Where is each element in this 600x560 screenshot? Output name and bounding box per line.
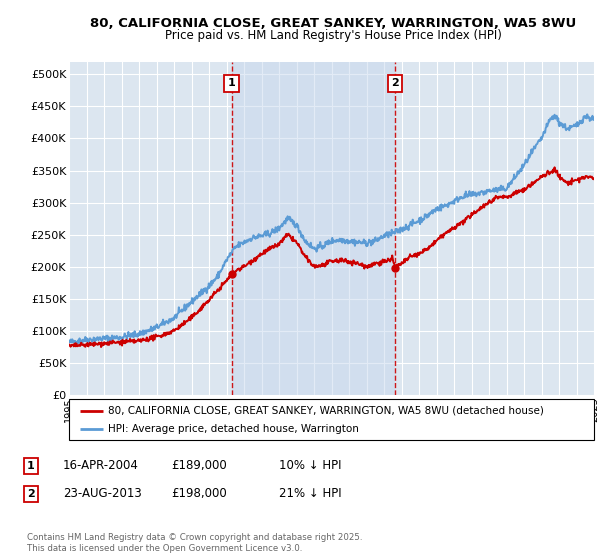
Text: HPI: Average price, detached house, Warrington: HPI: Average price, detached house, Warr…	[109, 424, 359, 433]
Text: Contains HM Land Registry data © Crown copyright and database right 2025.
This d: Contains HM Land Registry data © Crown c…	[27, 533, 362, 553]
Text: 1: 1	[227, 78, 235, 88]
Text: 1: 1	[27, 461, 35, 471]
Text: £189,000: £189,000	[171, 459, 227, 473]
Text: 80, CALIFORNIA CLOSE, GREAT SANKEY, WARRINGTON, WA5 8WU: 80, CALIFORNIA CLOSE, GREAT SANKEY, WARR…	[90, 17, 576, 30]
Text: Price paid vs. HM Land Registry's House Price Index (HPI): Price paid vs. HM Land Registry's House …	[164, 29, 502, 42]
Text: 16-APR-2004: 16-APR-2004	[63, 459, 139, 473]
Text: 10% ↓ HPI: 10% ↓ HPI	[279, 459, 341, 473]
Text: 21% ↓ HPI: 21% ↓ HPI	[279, 487, 341, 501]
Bar	[232, 62, 395, 395]
Text: 23-AUG-2013: 23-AUG-2013	[63, 487, 142, 501]
Text: 2: 2	[27, 489, 35, 499]
Text: 80, CALIFORNIA CLOSE, GREAT SANKEY, WARRINGTON, WA5 8WU (detached house): 80, CALIFORNIA CLOSE, GREAT SANKEY, WARR…	[109, 405, 544, 416]
Text: 2: 2	[391, 78, 399, 88]
Text: £198,000: £198,000	[171, 487, 227, 501]
